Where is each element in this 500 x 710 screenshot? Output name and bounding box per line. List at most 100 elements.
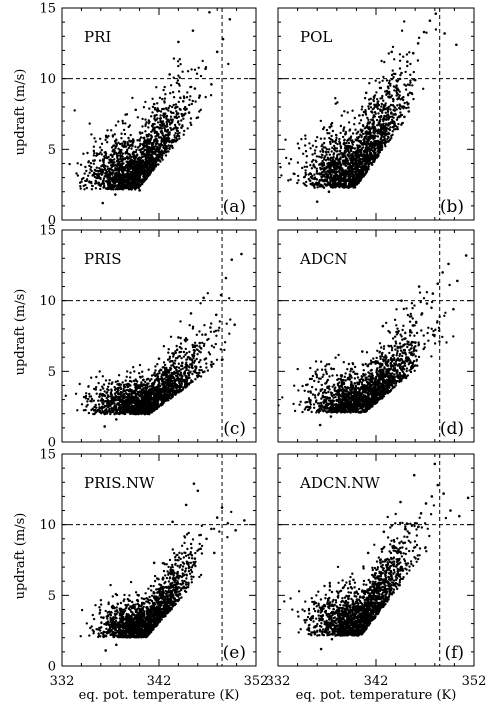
scatter-point: [442, 492, 445, 495]
scatter-point: [416, 42, 420, 45]
scatter-point: [452, 307, 455, 311]
y-tick-label: 5: [48, 589, 56, 604]
scatter-point: [193, 557, 197, 560]
scatter-point-cloud: [278, 283, 455, 414]
y-tick-label: 0: [48, 660, 56, 675]
panel-title: PRIS: [84, 250, 122, 268]
scatter-point: [191, 29, 195, 32]
scatter-point: [389, 95, 393, 99]
scatter-point: [345, 170, 348, 174]
scatter-point: [165, 138, 169, 141]
scatter-point: [107, 184, 110, 188]
scatter-point: [104, 649, 107, 652]
scatter-point: [363, 385, 367, 389]
panel-title: POL: [300, 28, 332, 46]
x-tick-label: 342: [364, 674, 389, 689]
scatter-point: [122, 183, 126, 186]
scatter-point: [318, 423, 322, 427]
scatter-point: [338, 177, 342, 181]
scatter-point: [424, 502, 428, 505]
scatter-point: [370, 377, 374, 380]
panel-tag: (e): [223, 643, 246, 663]
scatter-point: [378, 119, 382, 123]
scatter-point: [210, 527, 213, 531]
scatter-point: [109, 167, 112, 171]
scatter-point: [329, 415, 333, 418]
scatter-point: [464, 254, 468, 257]
y-axis-label: updraft (m/s): [13, 513, 28, 600]
x-tick-label: 342: [147, 674, 172, 689]
scatter-points: [68, 10, 232, 205]
scatter-point: [120, 142, 124, 145]
scatter-point-cloud: [64, 291, 232, 416]
scatter-point: [156, 157, 160, 161]
panel-tag: (b): [440, 197, 464, 217]
panel-6: 332 342 352 ADCN.NW (f): [266, 453, 487, 689]
scatter-point: [364, 91, 368, 95]
scatter-point: [397, 346, 400, 349]
scatter-point: [103, 425, 106, 428]
scatter-point: [177, 336, 180, 339]
scatter-point: [198, 94, 202, 97]
scatter-point: [377, 581, 381, 584]
scatter-point: [414, 320, 418, 324]
panel-title: PRIS.NW: [84, 474, 155, 492]
scatter-point: [428, 19, 432, 23]
scatter-point: [118, 398, 122, 401]
scatter-point: [148, 613, 152, 617]
scatter-point: [370, 591, 374, 594]
scatter-point: [377, 370, 381, 373]
scatter-point: [114, 193, 117, 196]
scatter-point-cloud: [283, 504, 448, 637]
scatter-point: [171, 118, 174, 121]
scatter-point: [344, 132, 347, 136]
scatter-point: [155, 605, 159, 608]
scatter-point: [131, 406, 135, 410]
scatter-point: [192, 348, 196, 352]
scatter-point: [400, 299, 403, 302]
scatter-point: [220, 506, 224, 510]
scatter-point: [176, 582, 179, 586]
scatter-point: [193, 87, 197, 90]
scatter-point: [189, 312, 193, 315]
y-axis-label: updraft (m/s): [13, 289, 28, 376]
x-axis-label: eq. pot. temperature (K): [79, 688, 240, 703]
scatter-points: [283, 462, 470, 651]
y-tick-label: 0: [48, 214, 56, 229]
scatter-point: [403, 337, 406, 341]
y-tick-label: 5: [48, 143, 56, 158]
scatter-point: [340, 627, 344, 631]
panels: 0 5 10 15 PRI (a) POL (b) 0 5 10 15 PRIS (c) ADCN (d) 0 5…: [39, 2, 487, 690]
scatter-point: [390, 50, 393, 54]
scatter-point: [431, 292, 435, 295]
scatter-point: [137, 594, 140, 597]
scatter-point: [160, 131, 164, 134]
scatter-point: [181, 574, 185, 577]
scatter-point: [204, 333, 207, 336]
scatter-point: [402, 541, 405, 545]
scatter-point: [187, 111, 191, 114]
scatter-point: [381, 324, 385, 328]
scatter-point: [202, 296, 205, 300]
scatter-point: [339, 408, 343, 411]
scatter-point: [175, 368, 178, 372]
scatter-point: [363, 601, 367, 604]
y-tick-label: 0: [48, 436, 56, 451]
scatter-point: [208, 10, 211, 14]
scatter-point: [141, 620, 144, 624]
scatter-point: [152, 102, 156, 106]
scatter-point: [124, 635, 128, 638]
scatter-point: [138, 189, 141, 192]
scatter-point: [101, 201, 105, 205]
scatter-point: [123, 412, 127, 416]
scatter-point: [413, 78, 417, 82]
scatter-point: [456, 279, 459, 283]
scatter-point: [417, 285, 421, 288]
x-tick-label: 352: [462, 674, 487, 689]
scatter-point: [352, 578, 355, 582]
scatter-point: [162, 598, 166, 601]
panel-tag: (f): [444, 643, 464, 663]
scatter-point: [132, 627, 136, 631]
scatter-point: [212, 551, 216, 555]
scatter-points: [64, 252, 243, 428]
